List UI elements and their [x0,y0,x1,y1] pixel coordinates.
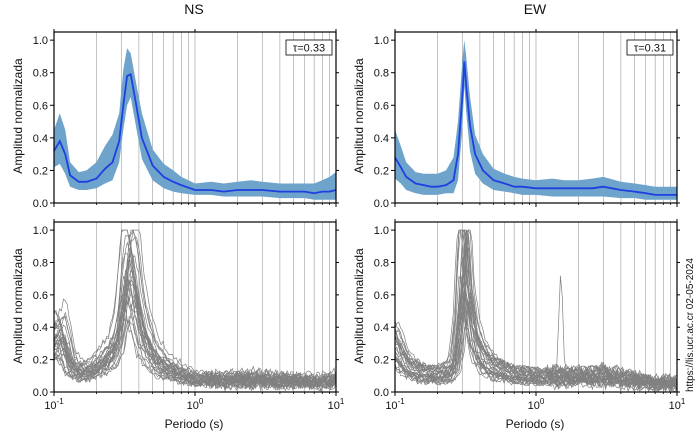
y-tick-label: 0.8 [33,68,48,80]
y-tick-label: 0.0 [374,198,389,210]
y-axis: 0.0 0.2 0.4 0.6 0.8 1.0 [33,225,339,399]
y-tick-label: 1.0 [374,225,389,237]
mean-line [53,72,337,195]
trace-line [53,279,337,390]
std-band [54,48,336,200]
x-tick-exponent: 0 [199,397,204,406]
panel-title-ns: NS [184,1,203,17]
y-axis: 0.0 0.2 0.4 0.6 0.8 1.0 [374,35,680,210]
grid [96,32,330,203]
y-tick-label: 0.4 [33,322,48,334]
x-tick-base: 10 [528,400,540,412]
x-tick-base: 10 [328,400,340,412]
trace-line [394,229,678,386]
trace-line [53,253,337,387]
y-tick-label: 0.8 [374,68,389,80]
y-tick-label: 0.2 [374,355,389,367]
y-tick-label: 1.0 [374,35,389,47]
y-axis: 0.0 0.2 0.4 0.6 0.8 1.0 [33,35,339,210]
y-tick-label: 0.6 [33,290,48,302]
trace-line [53,258,337,388]
tau-annotation: τ=0.31 [626,39,674,56]
trace-line [394,229,678,386]
x-tick-label: 101 [669,397,686,412]
tau-label: τ=0.31 [634,43,666,55]
ylabel-ew-bottom: Amplitud normalizada [352,248,366,364]
trace-group [394,228,678,393]
y-tick-label: 0.0 [374,387,389,399]
tau-box [626,39,674,56]
x-tick-exponent: -1 [57,397,65,406]
x-tick-label: 10-1 [385,397,405,412]
y-tick-label: 0.2 [33,165,48,177]
y-tick-label: 0.6 [374,290,389,302]
y-tick-label: 1.0 [33,225,48,237]
x-tick-base: 10 [44,400,56,412]
y-tick-label: 0.6 [374,100,389,112]
tau-box [285,39,333,56]
mean-line [394,61,677,196]
y-tick-label: 0.2 [33,355,48,367]
x-tick-exponent: 1 [681,397,686,406]
trace-line [394,306,678,392]
grid [437,222,671,392]
y-axis: 0.0 0.2 0.4 0.6 0.8 1.0 [374,225,680,399]
y-tick-label: 0.6 [33,100,48,112]
trace-line [53,298,337,393]
credit-url-date: https://lis.ucr.ac.cr 02-05-2024 [685,258,696,392]
x-tick-exponent: 0 [540,397,545,406]
x-tick-exponent: -1 [398,397,406,406]
y-tick-label: 0.8 [33,257,48,269]
x-tick-label: 100 [528,397,545,412]
y-tick-label: 0.0 [33,198,48,210]
x-axis [53,29,337,207]
x-tick-base: 10 [187,400,199,412]
grid [96,222,330,392]
y-tick-label: 0.4 [374,133,389,145]
x-axis: 10-1 100 101 [385,219,686,412]
trace-line [53,229,337,384]
tau-annotation: τ=0.33 [285,39,333,56]
panel-ns-traces: 0.00.20.40.60.81.010-1 100 101 [33,219,345,412]
x-axis [394,29,678,207]
xlabel-ew: Periodo (s) [506,417,565,431]
panel-ew-traces: 0.00.20.40.60.81.010-1 100 101 [374,219,686,412]
x-tick-base: 10 [669,400,681,412]
x-tick-base: 10 [385,400,397,412]
y-tick-label: 0.4 [374,322,389,334]
trace-line [394,229,678,383]
y-tick-label: 1.0 [33,35,48,47]
tau-label: τ=0.33 [293,43,325,55]
ylabel-ns-top: Amplitud normalizada [11,58,25,174]
trace-line [53,229,337,381]
panel-ew-mean: 0.0 0.2 0.4 0.6 0.8 1.0 τ=0.31 [374,29,680,210]
x-axis: 10-1 100 101 [44,219,345,412]
ylabel-ew-top: Amplitud normalizada [352,58,366,174]
ylabel-ns-bottom: Amplitud normalizada [11,248,25,364]
panel-title-ew: EW [524,1,547,17]
x-tick-exponent: 1 [340,397,345,406]
xlabel-ns: Periodo (s) [165,417,224,431]
trace-group [53,229,337,393]
trace-line [53,319,337,393]
y-tick-label: 0.8 [374,257,389,269]
y-tick-label: 0.0 [33,387,48,399]
x-tick-label: 10-1 [44,397,64,412]
trace-line [394,313,678,392]
x-tick-label: 100 [187,397,204,412]
trace-line [394,274,678,392]
y-tick-label: 0.4 [33,133,48,145]
x-tick-label: 101 [328,397,345,412]
panel-ns-mean: 0.0 0.2 0.4 0.6 0.8 1.0 τ=0.33 [33,29,339,210]
y-tick-label: 0.2 [374,165,389,177]
trace-line [394,229,678,387]
